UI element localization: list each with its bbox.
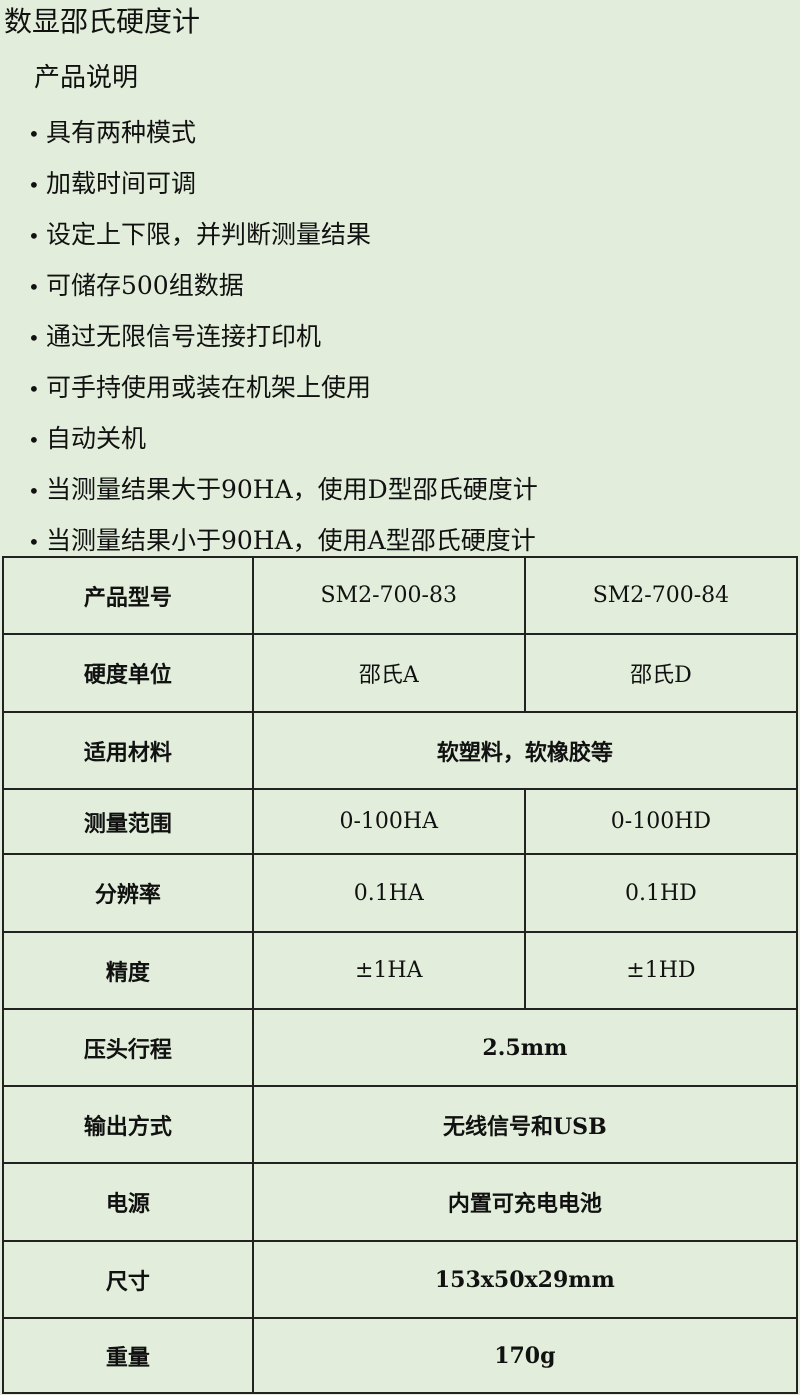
row-label: 分辨率 — [2, 853, 254, 933]
table-row: 产品型号 SM2-700-83 SM2-700-84 — [2, 556, 799, 635]
bullet-icon: • — [28, 428, 40, 452]
bullet-icon: • — [28, 530, 40, 554]
feature-item: • 具有两种模式 — [0, 112, 538, 163]
spec-table: 产品型号 SM2-700-83 SM2-700-84 硬度单位 邵氏A 邵氏D 适用材料 软塑… — [2, 556, 799, 1394]
bullet-icon: • — [28, 275, 40, 299]
table-row: 精度 ±1HA ±1HD — [2, 931, 799, 1010]
row-label: 硬度单位 — [2, 633, 254, 713]
bullet-icon: • — [28, 377, 40, 401]
model-b-value: ±1HD — [523, 931, 799, 1010]
feature-text: 设定上下限，并判断测量结果 — [46, 220, 372, 249]
feature-text: 可手持使用或装在机架上使用 — [46, 373, 372, 402]
feature-text: 具有两种模式 — [46, 118, 197, 147]
model-b-value: 邵氏D — [523, 633, 799, 713]
model-a-value: SM2-700-83 — [251, 556, 526, 635]
row-label: 精度 — [2, 931, 254, 1010]
model-b-value: SM2-700-84 — [523, 556, 799, 635]
feature-text: 加载时间可调 — [46, 169, 197, 198]
row-label: 测量范围 — [2, 788, 254, 855]
bullet-icon: • — [28, 173, 40, 197]
table-row: 输出方式 无线信号和USB — [2, 1085, 799, 1164]
section-heading: 产品说明 — [34, 63, 139, 93]
model-a-value: ±1HA — [251, 931, 526, 1010]
model-a-value: 0-100HA — [251, 788, 526, 855]
bullet-icon: • — [28, 479, 40, 503]
model-b-value: 0-100HD — [523, 788, 799, 855]
feature-item: • 当测量结果小于90HA，使用A型邵氏硬度计 — [0, 520, 538, 571]
table-row: 分辨率 0.1HA 0.1HD — [2, 853, 799, 933]
table-row: 电源 内置可充电电池 — [2, 1162, 799, 1242]
bullet-icon: • — [28, 224, 40, 248]
row-value: 无线信号和USB — [251, 1085, 799, 1164]
model-b-value: 0.1HD — [523, 853, 799, 933]
table-row: 硬度单位 邵氏A 邵氏D — [2, 633, 799, 713]
row-value: 内置可充电电池 — [251, 1162, 799, 1242]
table-row: 测量范围 0-100HA 0-100HD — [2, 788, 799, 855]
feature-item: • 可储存500组数据 — [0, 265, 538, 316]
feature-item: • 可手持使用或装在机架上使用 — [0, 367, 538, 418]
feature-text: 当测量结果小于90HA，使用A型邵氏硬度计 — [46, 526, 536, 555]
table-row: 重量 170g — [2, 1317, 799, 1394]
feature-item: • 当测量结果大于90HA，使用D型邵氏硬度计 — [0, 469, 538, 520]
row-label: 电源 — [2, 1162, 254, 1242]
model-a-value: 0.1HA — [251, 853, 526, 933]
row-label: 尺寸 — [2, 1240, 254, 1319]
row-label: 适用材料 — [2, 711, 254, 790]
table-row: 适用材料 软塑料，软橡胶等 — [2, 711, 799, 790]
feature-item: • 自动关机 — [0, 418, 538, 469]
bullet-icon: • — [28, 326, 40, 350]
row-label: 压头行程 — [2, 1008, 254, 1087]
row-value: 2.5mm — [251, 1008, 799, 1087]
model-a-value: 邵氏A — [251, 633, 526, 713]
feature-text: 可储存500组数据 — [46, 271, 244, 300]
table-row: 尺寸 153x50x29mm — [2, 1240, 799, 1319]
row-value: 153x50x29mm — [251, 1240, 799, 1319]
bullet-icon: • — [28, 122, 40, 146]
row-label: 输出方式 — [2, 1085, 254, 1164]
feature-text: 通过无限信号连接打印机 — [46, 322, 322, 351]
feature-text: 自动关机 — [46, 424, 147, 453]
row-value: 软塑料，软橡胶等 — [251, 711, 799, 790]
table-row: 压头行程 2.5mm — [2, 1008, 799, 1087]
page-title: 数显邵氏硬度计 — [4, 5, 201, 38]
feature-list: • 具有两种模式 • 加载时间可调 • 设定上下限，并判断测量结果 • 可储存500组数据 • 通… — [0, 112, 538, 571]
row-value: 170g — [251, 1317, 799, 1394]
feature-item: • 设定上下限，并判断测量结果 — [0, 214, 538, 265]
feature-text: 当测量结果大于90HA，使用D型邵氏硬度计 — [46, 475, 538, 504]
feature-item: • 加载时间可调 — [0, 163, 538, 214]
row-label: 重量 — [2, 1317, 254, 1394]
feature-item: • 通过无限信号连接打印机 — [0, 316, 538, 367]
row-label: 产品型号 — [2, 556, 254, 635]
